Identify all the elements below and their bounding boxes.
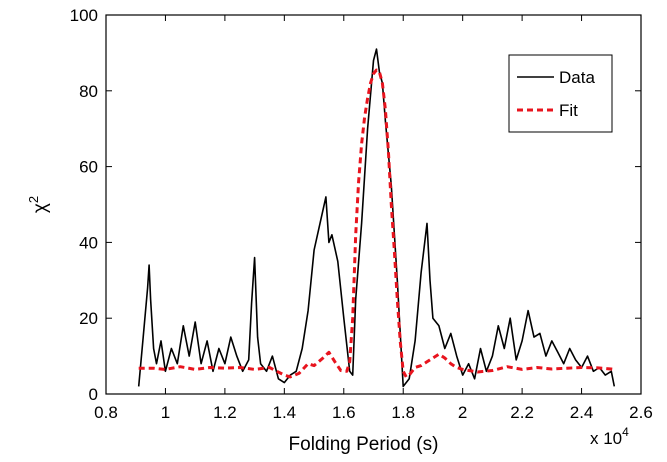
x-axis-multiplier-base: x 10 — [590, 429, 622, 448]
x-tick-label: 1 — [161, 403, 170, 422]
legend: Data Fit — [508, 54, 613, 133]
x-tick-label: 2 — [458, 403, 467, 422]
y-tick-label: 100 — [70, 6, 98, 25]
x-axis-multiplier-exponent: 4 — [622, 425, 629, 439]
x-tick-label: 1.4 — [273, 403, 297, 422]
ticks-layer: 0.8 1 1.2 1.4 1.6 1.8 2 2.2 2.4 2.6 0 20 40 60 80 100 — [70, 6, 653, 422]
y-tick-label: 0 — [89, 385, 98, 404]
x-axis-title: Folding Period (s) — [289, 434, 439, 455]
x-tick-label: 1.8 — [391, 403, 415, 422]
x-tick-label: 2.4 — [570, 403, 594, 422]
y-tick-label: 20 — [79, 309, 98, 328]
legend-label-data: Data — [559, 68, 595, 87]
series-line-data — [137, 48, 616, 388]
y-tick-label: 60 — [79, 158, 98, 177]
y-tick-label: 40 — [79, 233, 98, 252]
x-tick-label: 2.6 — [629, 403, 653, 422]
y-tick-label: 80 — [79, 82, 98, 101]
x-tick-label: 0.8 — [94, 403, 118, 422]
x-tick-label: 2.2 — [510, 403, 534, 422]
y-axis-title: χ2 — [26, 196, 51, 213]
legend-box — [508, 54, 613, 133]
series-line-fit — [138, 68, 615, 379]
x-tick-label: 1.6 — [332, 403, 356, 422]
x-tick-label: 1.2 — [213, 403, 237, 422]
plot-frame — [105, 14, 642, 395]
y-axis-title-symbol: χ — [30, 203, 51, 213]
legend-label-fit: Fit — [559, 101, 578, 120]
y-axis-title-exponent: 2 — [26, 196, 41, 203]
x-axis-multiplier: x 104 — [590, 425, 629, 448]
data-layer — [137, 48, 616, 388]
